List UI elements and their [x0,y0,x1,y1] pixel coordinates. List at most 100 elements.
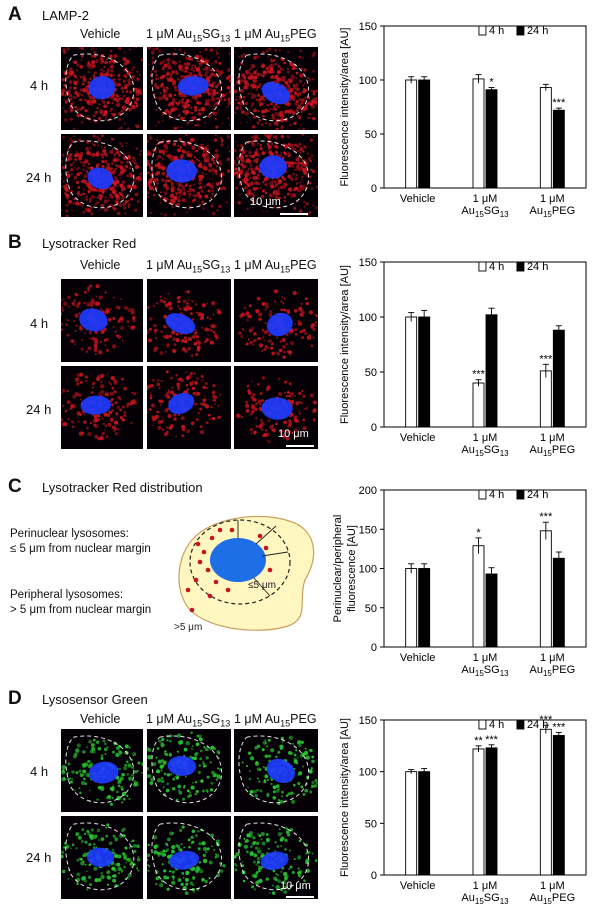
panel-letter-c: C [8,476,22,497]
y-tick-label: 100 [359,767,377,779]
bar [552,109,565,189]
y-tick-label: 50 [365,818,377,830]
legend-swatch [478,261,487,272]
col-header-vehicle-d: Vehicle [80,712,121,726]
panel-letter-d: D [8,688,22,709]
x-tick-label: Vehicle [400,432,435,444]
y-tick-label: 0 [371,183,377,195]
significance-label: *** [539,511,553,523]
y-tick-label: 100 [359,564,377,576]
bar [405,771,418,876]
bar [539,87,552,189]
y-tick-label: 50 [365,367,377,379]
col-header-sg-d: 1 μM Au15SG13 [146,712,231,729]
legend-swatch [478,25,487,36]
micrograph-b-vehicle-4h [60,278,144,363]
micrograph-image [61,47,143,130]
micrograph-a-vehicle-24h [60,133,144,218]
micrograph-a-peg-24h: 10 μm [233,133,319,218]
five-um-boundary [189,519,291,605]
x-tick-label: Vehicle [400,880,435,892]
y-tick-label: 200 [359,485,377,497]
chart-a: 0 50 100 150 Fluorescence intensity/area [AU… [339,21,587,219]
bar [405,79,418,189]
micrograph-image [147,47,231,130]
micrograph-d-vehicle-4h [60,728,144,813]
x-tick-label: Au15PEG [530,205,576,219]
x-tick-label: Au15SG13 [461,444,509,458]
measurement-arrows [237,520,289,597]
legend-swatch [516,489,525,500]
bar [418,79,431,189]
legend-label: 24 h [527,489,548,501]
significance-label: *** [552,721,566,733]
micrograph-a-vehicle-4h [60,46,144,131]
micrograph-image [147,816,231,899]
micrograph-image [147,729,231,812]
lysosome-dots [185,527,273,613]
x-tick-label: Au15SG13 [461,664,509,678]
bar [552,735,565,876]
le5-label: ≤5 μm [248,580,276,591]
micrograph-b-vehicle-24h [60,365,144,450]
micrograph-d-peg-4h [233,728,319,813]
y-tick-label: 150 [359,524,377,536]
row-label-4h-b: 4 h [30,316,49,331]
legend-swatch [516,719,525,730]
micrograph-image [147,279,231,362]
peripheral-label: Peripheral lysosomes: [10,589,124,601]
legend-label: 24 h [527,261,548,273]
x-tick-label: 1 μM [540,880,565,892]
micrograph-image [234,134,318,217]
y-axis-label: Fluorescence intensity/area [AU] [339,28,351,187]
row-label-4h-a: 4 h [30,78,49,93]
y-tick-label: 150 [359,715,377,727]
micrograph-d-vehicle-24h [60,815,144,900]
row-label-4h-d: 4 h [30,764,49,779]
cell-schematic: ≤5 μm >5 μm [174,515,315,633]
y-axis-label: Perinuclear/peripheral [332,515,344,623]
y-axis-label: Fluorescence intensity/area [AU] [339,265,351,424]
legend-label: 24 h [527,25,548,37]
y-tick-label: 0 [371,870,377,882]
x-tick-label: 1 μM [473,432,498,444]
y-tick-label: 150 [359,257,377,269]
legend-label: 4 h [489,489,504,501]
bar [418,568,431,648]
row-label-24h-b: 24 h [26,402,52,417]
scale-bar-label-d: 10 μm [280,880,311,892]
micrograph-image [147,134,231,217]
micrograph-b-peg-4h [233,278,319,363]
row-label-24h-a: 24 h [26,170,52,185]
significance-label: * [489,77,494,89]
bar [485,747,498,876]
x-tick-label: Vehicle [400,193,435,205]
micrograph-a-peg-4h [233,46,319,131]
micrograph-a-sg-4h [146,46,232,131]
scale-bar-d [286,896,314,898]
scale-bar-a [280,213,308,215]
micrograph-image [61,729,143,812]
micrograph-b-sg-24h [146,365,232,450]
legend-swatch [516,261,525,272]
bar [539,530,552,648]
scale-bar-b [286,445,314,447]
chart-d: 0 50 100 150 Fluorescence intensity/area [AU… [339,714,587,906]
col-header-peg-a: 1 μM Au15PEG [234,27,317,44]
panel-letter-a: A [8,4,22,25]
y-tick-label: 0 [371,642,377,654]
col-header-peg-d: 1 μM Au15PEG [234,712,317,729]
bar [485,89,498,189]
legend-swatch [478,489,487,500]
perinuclear-label: Perinuclear lysosomes: [10,528,129,540]
significance-label: *** [472,369,486,381]
col-header-sg-b: 1 μM Au15SG13 [146,258,231,275]
significance-label: *** [552,97,566,109]
micrograph-image [234,729,318,812]
bar [485,573,498,648]
panel-title-d: Lysosensor Green [42,692,148,707]
scale-bar-label-b: 10 μm [278,428,309,440]
bar [552,557,565,648]
chart-b: 0 50 100 150 Fluorescence intensity/area [AU… [339,257,587,458]
legend-label: 24 h [527,719,548,731]
